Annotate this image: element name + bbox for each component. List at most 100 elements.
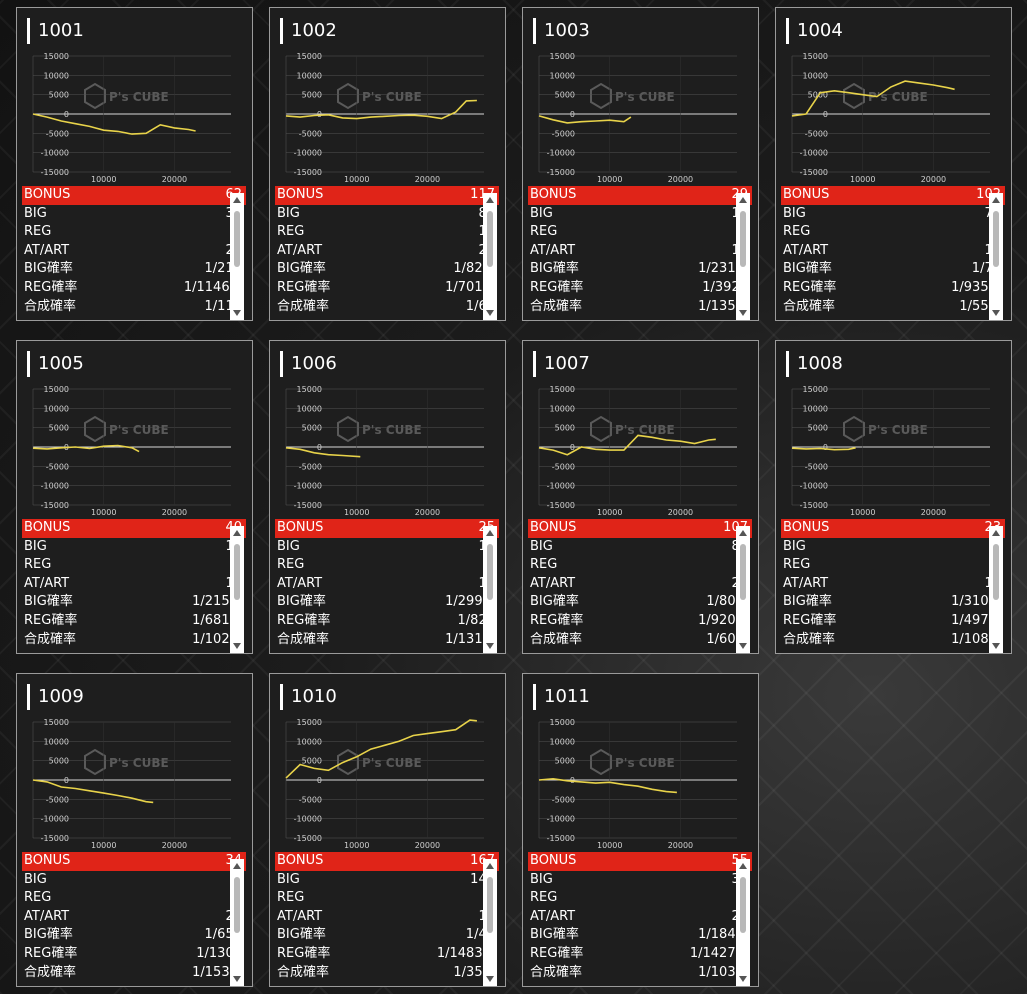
machine-card-1003[interactable]: 1003 P's CUBE 15000 10000 5000 0 -5000 -10000 -1… [522,7,759,321]
machine-card-1009[interactable]: 1009 P's CUBE 15000 10000 5000 0 -5000 -10000 -1… [16,673,253,987]
scroll-thumb[interactable] [234,544,240,600]
stats-scrollbar[interactable] [230,526,244,653]
stat-value: 1/184.2 [698,927,748,943]
y-tick-label: -10000 [41,482,69,491]
stat-row-reg-rate: REG確率 1/1146.7 [22,279,246,298]
slump-line [538,115,632,124]
stat-row-reg: REG4 [275,556,499,575]
stat-label: REG [24,890,52,906]
scroll-thumb[interactable] [993,211,999,267]
stat-label: BIG [783,205,806,221]
stat-label: REG [530,557,558,573]
stats-scrollbar[interactable] [230,859,244,986]
scroll-up-icon[interactable] [486,863,494,869]
scroll-up-icon[interactable] [486,530,494,536]
stat-row-big-rate: BIG確率 1/231.2 [528,260,752,279]
x-tick-label: 20000 [415,508,440,517]
stats-scrollbar[interactable] [736,193,750,320]
stat-label: BIG [277,538,300,554]
y-tick-label: 0 [823,110,828,119]
scroll-up-icon[interactable] [233,197,241,203]
scroll-thumb[interactable] [487,877,493,933]
scroll-up-icon[interactable] [739,863,747,869]
stats-scrollbar[interactable] [483,526,497,653]
machine-card-1006[interactable]: 1006 P's CUBE 15000 10000 5000 0 -5000 -10000 -1… [269,340,506,654]
scroll-thumb[interactable] [487,211,493,267]
machine-card-1010[interactable]: 1010 P's CUBE 15000 10000 5000 0 -5000 -10000 -1… [269,673,506,987]
scroll-down-icon[interactable] [739,976,747,982]
scroll-up-icon[interactable] [233,863,241,869]
scroll-down-icon[interactable] [486,310,494,316]
y-tick-label: 15000 [550,718,575,727]
slump-chart: P's CUBE150001000050000-5000-10000-15000… [285,718,484,850]
scroll-thumb[interactable] [740,877,746,933]
y-tick-label: 5000 [302,424,322,433]
scroll-up-icon[interactable] [992,530,1000,536]
stats-scrollbar[interactable] [736,859,750,986]
stat-row-big-rate: BIG確率 1/215.3 [22,593,246,612]
scroll-thumb[interactable] [740,544,746,600]
slump-chart: P's CUBE150001000050000-5000-10000-15000… [285,385,484,517]
scroll-up-icon[interactable] [739,530,747,536]
y-tick-label: 15000 [803,52,828,61]
scroll-thumb[interactable] [234,211,240,267]
slump-chart: P's CUBE150001000050000-5000-10000-15000… [791,52,990,184]
stats-scrollbar[interactable] [230,193,244,320]
scroll-up-icon[interactable] [992,197,1000,203]
stat-label: BIG確率 [24,594,73,610]
machine-card-1002[interactable]: 1002 P's CUBE 15000 10000 5000 0 -5000 -10000 -1… [269,7,506,321]
y-tick-label: -10000 [547,482,575,491]
stat-label: 合成確率 [530,631,583,647]
stats-scrollbar[interactable] [989,193,1003,320]
stat-label: REG [530,224,558,240]
scroll-up-icon[interactable] [233,530,241,536]
y-tick-label: 0 [823,443,828,452]
scroll-down-icon[interactable] [739,310,747,316]
scroll-thumb[interactable] [487,544,493,600]
scroll-down-icon[interactable] [233,976,241,982]
scroll-thumb[interactable] [993,544,999,600]
watermark-brand: P's CUBE [362,423,422,437]
stat-value: 1/1483.3 [436,945,495,961]
y-tick-label: -10000 [547,815,575,824]
scroll-up-icon[interactable] [739,197,747,203]
y-tick-label: -10000 [41,149,69,158]
scroll-down-icon[interactable] [233,643,241,649]
stats-scrollbar[interactable] [736,526,750,653]
scroll-thumb[interactable] [234,877,240,933]
scroll-thumb[interactable] [740,211,746,267]
scroll-down-icon[interactable] [739,643,747,649]
scroll-down-icon[interactable] [992,643,1000,649]
slump-line [32,779,154,804]
slump-line [285,719,477,779]
stat-label: BONUS [24,853,71,868]
machine-card-1001[interactable]: 1001 P's CUBE 15000 10000 5000 0 -5000 -10000 -1… [16,7,253,321]
machine-card-1005[interactable]: 1005 P's CUBE 15000 10000 5000 0 -5000 -10000 -1… [16,340,253,654]
y-tick-label: 15000 [44,718,69,727]
scroll-down-icon[interactable] [233,310,241,316]
stats-scrollbar[interactable] [483,859,497,986]
y-tick-label: 0 [570,443,575,452]
stat-value: 1/920.3 [698,612,748,628]
machine-card-1004[interactable]: 1004 P's CUBE 15000 10000 5000 0 -5000 -10000 -1… [775,7,1012,321]
stat-row-at-art: AT/ART11 [528,242,752,261]
stat-label: REG確率 [530,612,584,628]
stats-scrollbar[interactable] [483,193,497,320]
stat-label: REG [277,224,305,240]
scroll-down-icon[interactable] [486,643,494,649]
y-tick-label: -15000 [547,834,575,843]
machine-card-1008[interactable]: 1008 P's CUBE 15000 10000 5000 0 -5000 -10000 -1… [775,340,1012,654]
scroll-down-icon[interactable] [486,976,494,982]
y-tick-label: 15000 [44,385,69,394]
machine-card-1007[interactable]: 1007 P's CUBE 15000 10000 5000 0 -5000 -10000 -1… [522,340,759,654]
stat-row-bonus: BONUS25 [275,519,499,538]
stats-scrollbar[interactable] [989,526,1003,653]
slump-chart: P's CUBE150001000050000-5000-10000-15000… [538,385,737,517]
slump-line [538,434,716,456]
machine-card-1011[interactable]: 1011 P's CUBE 15000 10000 5000 0 -5000 -10000 -1… [522,673,759,987]
stat-label: AT/ART [277,575,323,591]
stat-row-total-rate: 合成確率 1/35.6 [275,964,499,982]
x-tick-label: 10000 [597,508,622,517]
scroll-down-icon[interactable] [992,310,1000,316]
scroll-up-icon[interactable] [486,197,494,203]
